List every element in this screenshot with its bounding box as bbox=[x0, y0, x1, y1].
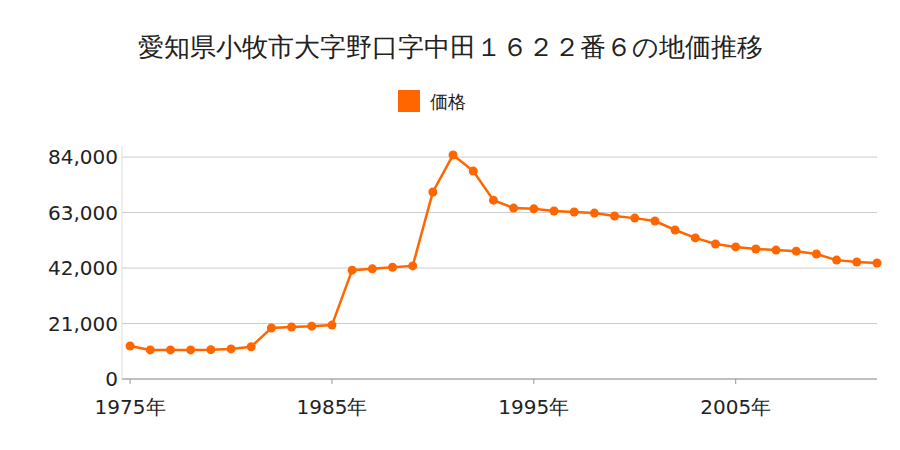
data-point bbox=[731, 242, 740, 251]
data-point bbox=[247, 342, 256, 351]
grid-line bbox=[122, 157, 877, 158]
data-point bbox=[550, 206, 559, 215]
data-point bbox=[206, 345, 215, 354]
grid-line bbox=[122, 379, 877, 380]
x-tick-label: 2005年 bbox=[700, 395, 771, 419]
y-tick-label: 42,000 bbox=[48, 256, 118, 280]
grid bbox=[122, 157, 877, 379]
legend-swatch bbox=[398, 90, 420, 112]
y-tick-label: 0 bbox=[105, 367, 118, 391]
x-tick-label: 1975年 bbox=[95, 395, 166, 419]
data-point bbox=[691, 233, 700, 242]
data-point bbox=[408, 261, 417, 270]
data-point bbox=[650, 217, 659, 226]
data-point bbox=[307, 322, 316, 331]
grid-line bbox=[122, 212, 877, 213]
data-point bbox=[186, 345, 195, 354]
grid-line bbox=[122, 323, 877, 324]
data-point bbox=[509, 204, 518, 213]
data-point bbox=[469, 167, 478, 176]
data-point bbox=[348, 266, 357, 275]
data-point bbox=[711, 240, 720, 249]
grid-line bbox=[122, 268, 877, 269]
chart: 愛知県小牧市大字野口字中田１６２２番６の地価推移価格 0 21,000 42,000 6… bbox=[0, 0, 900, 450]
data-point bbox=[428, 187, 437, 196]
data-point bbox=[146, 345, 155, 354]
y-tick-label: 63,000 bbox=[48, 201, 118, 225]
data-point bbox=[388, 263, 397, 272]
plot bbox=[126, 150, 882, 354]
data-point bbox=[227, 344, 236, 353]
data-point bbox=[590, 209, 599, 218]
data-point bbox=[671, 226, 680, 235]
data-point bbox=[166, 345, 175, 354]
data-point bbox=[852, 257, 861, 266]
data-point bbox=[792, 247, 801, 256]
data-point bbox=[449, 150, 458, 159]
x-tick-label: 1985年 bbox=[296, 395, 367, 419]
data-point bbox=[489, 196, 498, 205]
data-point bbox=[287, 322, 296, 331]
y-tick-label: 84,000 bbox=[48, 145, 118, 169]
x-tick bbox=[331, 379, 332, 384]
series-line bbox=[130, 155, 877, 350]
data-point bbox=[630, 214, 639, 223]
legend: 価格 bbox=[398, 90, 466, 112]
x-tick-label: 1995年 bbox=[498, 395, 569, 419]
x-tick bbox=[735, 379, 736, 384]
data-point bbox=[126, 341, 135, 350]
x-tick bbox=[130, 379, 131, 384]
data-point bbox=[812, 250, 821, 259]
data-point bbox=[327, 321, 336, 330]
data-point bbox=[751, 245, 760, 254]
data-point bbox=[368, 264, 377, 273]
data-point bbox=[267, 324, 276, 333]
data-point bbox=[772, 246, 781, 255]
x-axis bbox=[122, 379, 877, 380]
x-tick bbox=[533, 379, 534, 384]
data-point bbox=[529, 204, 538, 213]
data-point bbox=[873, 259, 882, 268]
y-axis bbox=[122, 146, 123, 379]
data-point bbox=[570, 208, 579, 217]
data-point bbox=[832, 256, 841, 265]
y-tick-label: 21,000 bbox=[48, 312, 118, 336]
legend-label: 価格 bbox=[430, 91, 466, 112]
title: 愛知県小牧市大字野口字中田１６２２番６の地価推移 bbox=[138, 32, 763, 62]
data-point bbox=[610, 212, 619, 221]
